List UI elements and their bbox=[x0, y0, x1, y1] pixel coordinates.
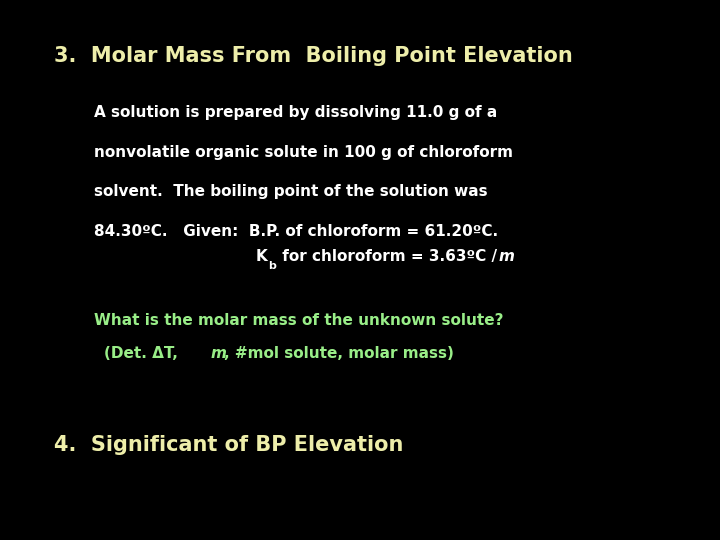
Text: nonvolatile organic solute in 100 g of chloroform: nonvolatile organic solute in 100 g of c… bbox=[94, 145, 513, 160]
Text: 4.  Significant of BP Elevation: 4. Significant of BP Elevation bbox=[54, 435, 403, 455]
Text: A solution is prepared by dissolving 11.0 g of a: A solution is prepared by dissolving 11.… bbox=[94, 105, 497, 120]
Text: 3.  Molar Mass From  Boiling Point Elevation: 3. Molar Mass From Boiling Point Elevati… bbox=[54, 46, 572, 66]
Text: 84.30ºC.   Given:  B.P. of chloroform = 61.20ºC.: 84.30ºC. Given: B.P. of chloroform = 61.… bbox=[94, 224, 498, 239]
Text: b: b bbox=[269, 261, 276, 272]
Text: K: K bbox=[256, 249, 267, 265]
Text: What is the molar mass of the unknown solute?: What is the molar mass of the unknown so… bbox=[94, 313, 503, 328]
Text: for chloroform = 3.63ºC /: for chloroform = 3.63ºC / bbox=[277, 249, 503, 265]
Text: m: m bbox=[211, 346, 227, 361]
Text: (Det. ΔT,: (Det. ΔT, bbox=[104, 346, 184, 361]
Text: m: m bbox=[498, 249, 514, 265]
Text: , #mol solute, molar mass): , #mol solute, molar mass) bbox=[224, 346, 454, 361]
Text: solvent.  The boiling point of the solution was: solvent. The boiling point of the soluti… bbox=[94, 184, 487, 199]
